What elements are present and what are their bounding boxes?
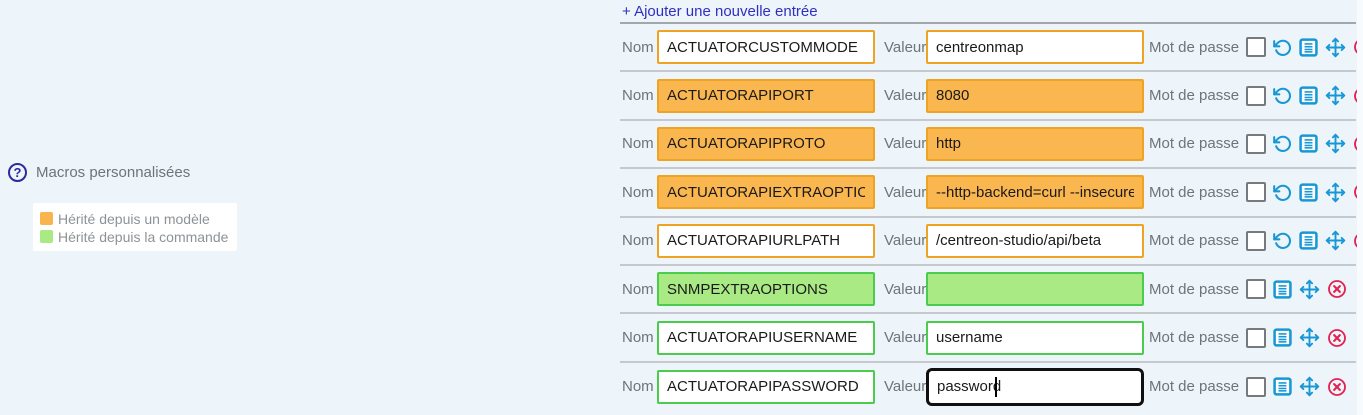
value-label: Valeur xyxy=(884,280,927,298)
undo-icon[interactable] xyxy=(1273,183,1292,202)
move-icon[interactable] xyxy=(1299,376,1320,397)
macro-name-input[interactable] xyxy=(657,272,875,307)
description-icon[interactable] xyxy=(1273,280,1292,299)
text-caret xyxy=(995,376,997,397)
delete-icon[interactable] xyxy=(1327,328,1347,348)
macro-row: Nom Valeur Mot de passe xyxy=(620,169,1356,218)
password-label: Mot de passe xyxy=(1149,183,1240,201)
name-label: Nom xyxy=(622,232,654,250)
move-icon[interactable] xyxy=(1299,327,1320,348)
macro-name-input[interactable] xyxy=(657,369,875,404)
name-label: Nom xyxy=(622,183,654,201)
macro-value-input[interactable] xyxy=(926,320,1144,355)
macro-row: Nom Valeur Mot de passe xyxy=(620,314,1356,363)
name-label: Nom xyxy=(622,135,654,153)
legend-label: Hérité depuis un modèle xyxy=(58,210,210,227)
macro-value-input[interactable] xyxy=(926,223,1144,258)
legend-label: Hérité depuis la commande xyxy=(58,228,229,245)
description-icon[interactable] xyxy=(1299,134,1318,153)
focused-value-wrap xyxy=(926,367,1144,406)
move-icon[interactable] xyxy=(1325,230,1346,251)
section-header: ? Macros personnalisées xyxy=(8,163,190,182)
move-icon[interactable] xyxy=(1325,37,1346,58)
help-icon[interactable]: ? xyxy=(8,163,27,182)
description-icon[interactable] xyxy=(1273,377,1292,396)
name-label: Nom xyxy=(622,378,654,396)
password-checkbox[interactable] xyxy=(1246,85,1267,106)
name-label: Nom xyxy=(622,38,654,56)
delete-icon[interactable] xyxy=(1327,279,1347,299)
macro-value-input[interactable] xyxy=(926,272,1144,307)
move-icon[interactable] xyxy=(1299,279,1320,300)
description-icon[interactable] xyxy=(1273,328,1292,347)
value-label: Valeur xyxy=(884,183,927,201)
macro-value-input[interactable] xyxy=(926,30,1144,65)
password-label: Mot de passe xyxy=(1149,38,1240,56)
description-icon[interactable] xyxy=(1299,38,1318,57)
password-label: Mot de passe xyxy=(1149,87,1240,105)
template-color-swatch xyxy=(40,212,53,225)
name-label: Nom xyxy=(622,280,654,298)
move-icon[interactable] xyxy=(1325,85,1346,106)
move-icon[interactable] xyxy=(1325,133,1346,154)
description-icon[interactable] xyxy=(1299,86,1318,105)
macro-row: Nom Valeur Mot de passe xyxy=(620,218,1356,266)
password-label: Mot de passe xyxy=(1149,280,1240,298)
password-checkbox[interactable] xyxy=(1246,279,1267,300)
value-label: Valeur xyxy=(884,232,927,250)
description-icon[interactable] xyxy=(1299,183,1318,202)
value-label: Valeur xyxy=(884,135,927,153)
password-checkbox[interactable] xyxy=(1246,182,1267,203)
password-label: Mot de passe xyxy=(1149,135,1240,153)
undo-icon[interactable] xyxy=(1273,38,1292,57)
password-checkbox[interactable] xyxy=(1246,376,1267,397)
name-label: Nom xyxy=(622,87,654,105)
password-label: Mot de passe xyxy=(1149,378,1240,396)
macro-name-input[interactable] xyxy=(657,320,875,355)
macro-row: Nom Valeur Mot de passe xyxy=(620,24,1356,73)
value-label: Valeur xyxy=(884,329,927,347)
move-icon[interactable] xyxy=(1325,182,1346,203)
macro-value-input[interactable] xyxy=(926,78,1144,113)
section-title: Macros personnalisées xyxy=(36,164,191,181)
macro-row: Nom Valeur Mot de passe xyxy=(620,72,1356,121)
macro-name-input[interactable] xyxy=(657,30,875,65)
macro-row: Nom Valeur Mot de passe xyxy=(620,121,1356,170)
macro-legend: Hérité depuis un modèle Hérité depuis la… xyxy=(33,203,237,251)
macro-row: Nom Valeur Mot de passe xyxy=(620,363,1356,411)
macro-name-input[interactable] xyxy=(657,223,875,258)
undo-icon[interactable] xyxy=(1273,134,1292,153)
add-entry-row: + Ajouter une nouvelle entrée xyxy=(620,0,1356,24)
scrollbar-track xyxy=(1357,0,1363,415)
undo-icon[interactable] xyxy=(1273,86,1292,105)
password-label: Mot de passe xyxy=(1149,232,1240,250)
password-checkbox[interactable] xyxy=(1246,327,1267,348)
macro-name-input[interactable] xyxy=(657,175,875,210)
legend-item-template: Hérité depuis un modèle xyxy=(40,211,231,227)
legend-item-command: Hérité depuis la commande xyxy=(40,229,231,245)
macro-value-input[interactable] xyxy=(926,126,1144,161)
macro-row: Nom Valeur Mot de passe xyxy=(620,266,1356,315)
description-icon[interactable] xyxy=(1299,231,1318,250)
value-label: Valeur xyxy=(884,378,927,396)
password-checkbox[interactable] xyxy=(1246,133,1267,154)
value-label: Valeur xyxy=(884,38,927,56)
macro-name-input[interactable] xyxy=(657,78,875,113)
macros-panel: + Ajouter une nouvelle entrée Nom Valeur… xyxy=(620,0,1356,411)
password-checkbox[interactable] xyxy=(1246,230,1267,251)
add-entry-link[interactable]: + Ajouter une nouvelle entrée xyxy=(622,2,818,20)
delete-icon[interactable] xyxy=(1327,377,1347,397)
password-label: Mot de passe xyxy=(1149,329,1240,347)
password-checkbox[interactable] xyxy=(1246,37,1267,58)
macro-value-input[interactable] xyxy=(926,175,1144,210)
command-color-swatch xyxy=(40,230,53,243)
name-label: Nom xyxy=(622,329,654,347)
macro-value-input[interactable] xyxy=(926,367,1144,406)
undo-icon[interactable] xyxy=(1273,231,1292,250)
value-label: Valeur xyxy=(884,87,927,105)
macro-name-input[interactable] xyxy=(657,126,875,161)
